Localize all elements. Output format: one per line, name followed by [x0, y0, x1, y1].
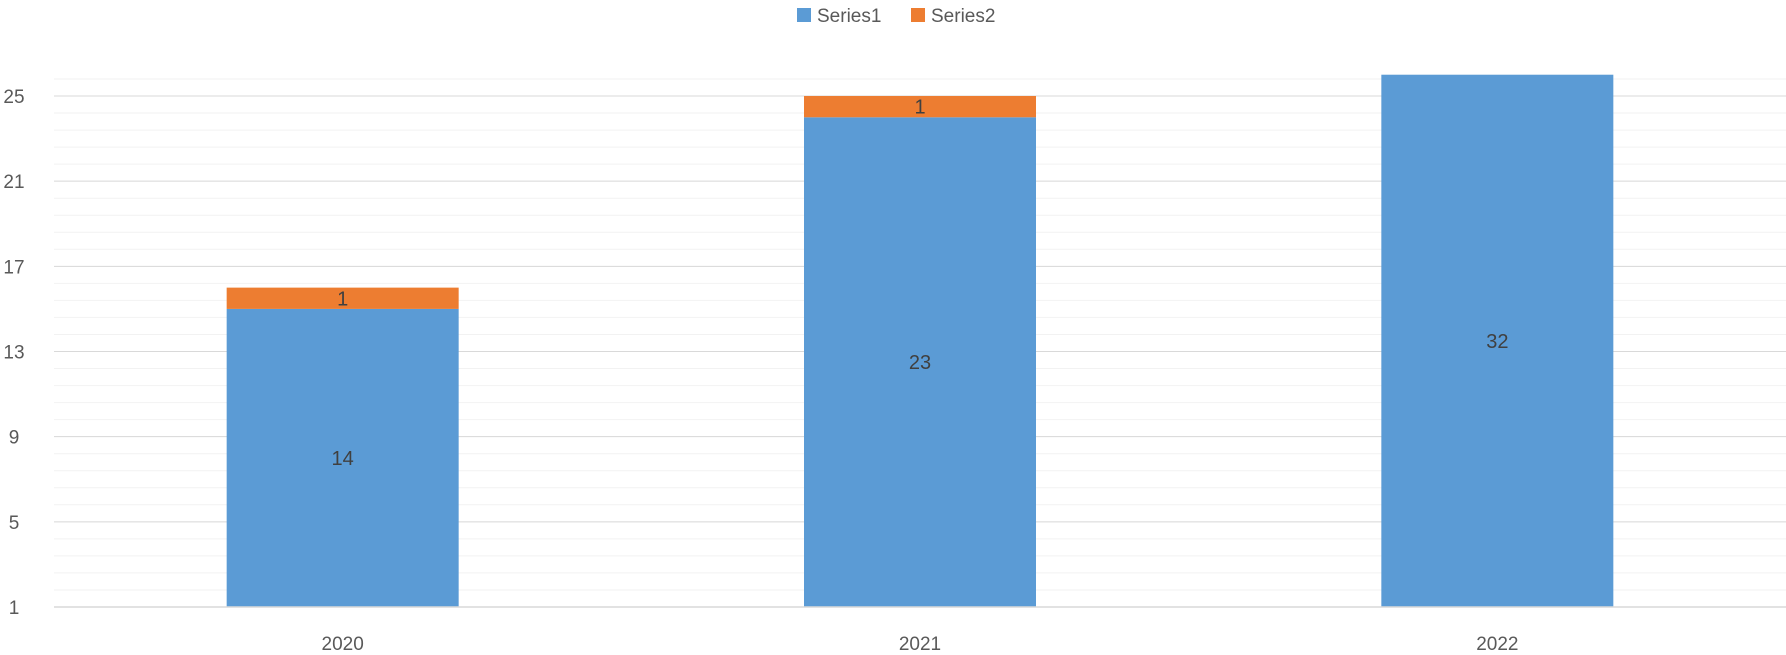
y-tick-label: 13 [3, 343, 24, 364]
data-label: 14 [332, 448, 354, 470]
y-tick-label: 21 [3, 172, 24, 193]
data-label: 1 [337, 288, 348, 310]
data-label: 1 [914, 97, 925, 119]
y-tick-label: 25 [3, 87, 24, 108]
bar-series1-2022 [1381, 74, 1614, 608]
y-tick-label: 9 [9, 428, 20, 449]
bar-series2-2021 [804, 96, 1036, 118]
legend-swatch-series2 [911, 8, 925, 22]
bar-series1-2020 [226, 308, 459, 607]
legend-swatch-series1 [797, 8, 811, 22]
x-tick-label: 2021 [899, 634, 941, 655]
y-tick-label: 1 [9, 598, 20, 619]
data-label: 32 [1486, 331, 1508, 353]
bar-series1-2021 [804, 117, 1036, 608]
x-tick-label: 2022 [1476, 634, 1518, 655]
x-tick-label: 2020 [322, 634, 364, 655]
legend-label-series1: Series1 [817, 6, 881, 27]
legend-label-series2: Series2 [931, 6, 995, 27]
y-tick-label: 17 [3, 257, 24, 278]
data-label: 23 [909, 352, 931, 374]
bar-series2-2020 [226, 287, 459, 309]
y-tick-label: 5 [9, 513, 20, 534]
